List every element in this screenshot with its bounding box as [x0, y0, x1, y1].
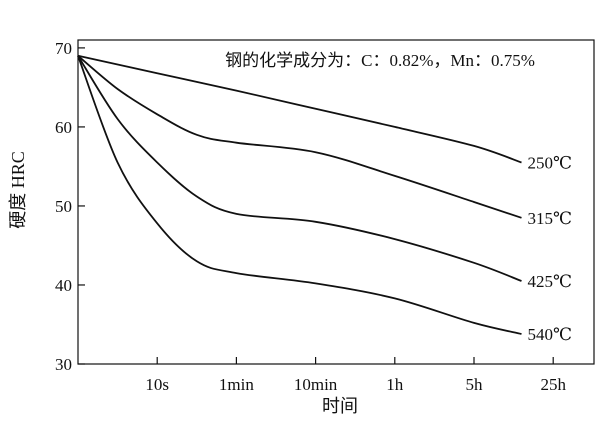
curve-540 — [77, 55, 522, 335]
curves — [77, 54, 522, 335]
y-tick-label: 40 — [55, 276, 72, 295]
series-label: 250℃ — [528, 153, 573, 172]
series-labels: 250℃ 315℃ 425℃ 540℃ — [528, 153, 573, 343]
y-tick-label: 30 — [55, 355, 72, 374]
plot-frame — [77, 39, 595, 365]
x-tick-label: 10min — [294, 375, 338, 394]
y-axis-title: 硬度 HRC — [8, 151, 28, 229]
x-axis: 10s 1min 10min 1h 5h 25h — [145, 357, 566, 394]
series-label: 315℃ — [528, 209, 573, 228]
series-label: 540℃ — [528, 325, 573, 344]
curve-315 — [77, 55, 522, 219]
y-tick-label: 60 — [55, 118, 72, 137]
series-label: 425℃ — [528, 272, 573, 291]
x-tick-label: 10s — [145, 375, 169, 394]
composition-annotation: 钢的化学成分为：C：0.82%，Mn：0.75% — [225, 51, 535, 70]
x-tick-label: 1min — [219, 375, 254, 394]
curve-425 — [77, 55, 522, 282]
x-tick-label: 5h — [466, 375, 484, 394]
x-axis-title: 时间 — [322, 396, 358, 416]
y-tick-label: 50 — [55, 197, 72, 216]
x-tick-label: 25h — [540, 375, 566, 394]
y-tick-label: 70 — [55, 39, 72, 58]
x-tick-label: 1h — [386, 375, 404, 394]
curve-250 — [77, 54, 522, 164]
y-axis: 30 40 50 60 70 — [55, 39, 85, 374]
